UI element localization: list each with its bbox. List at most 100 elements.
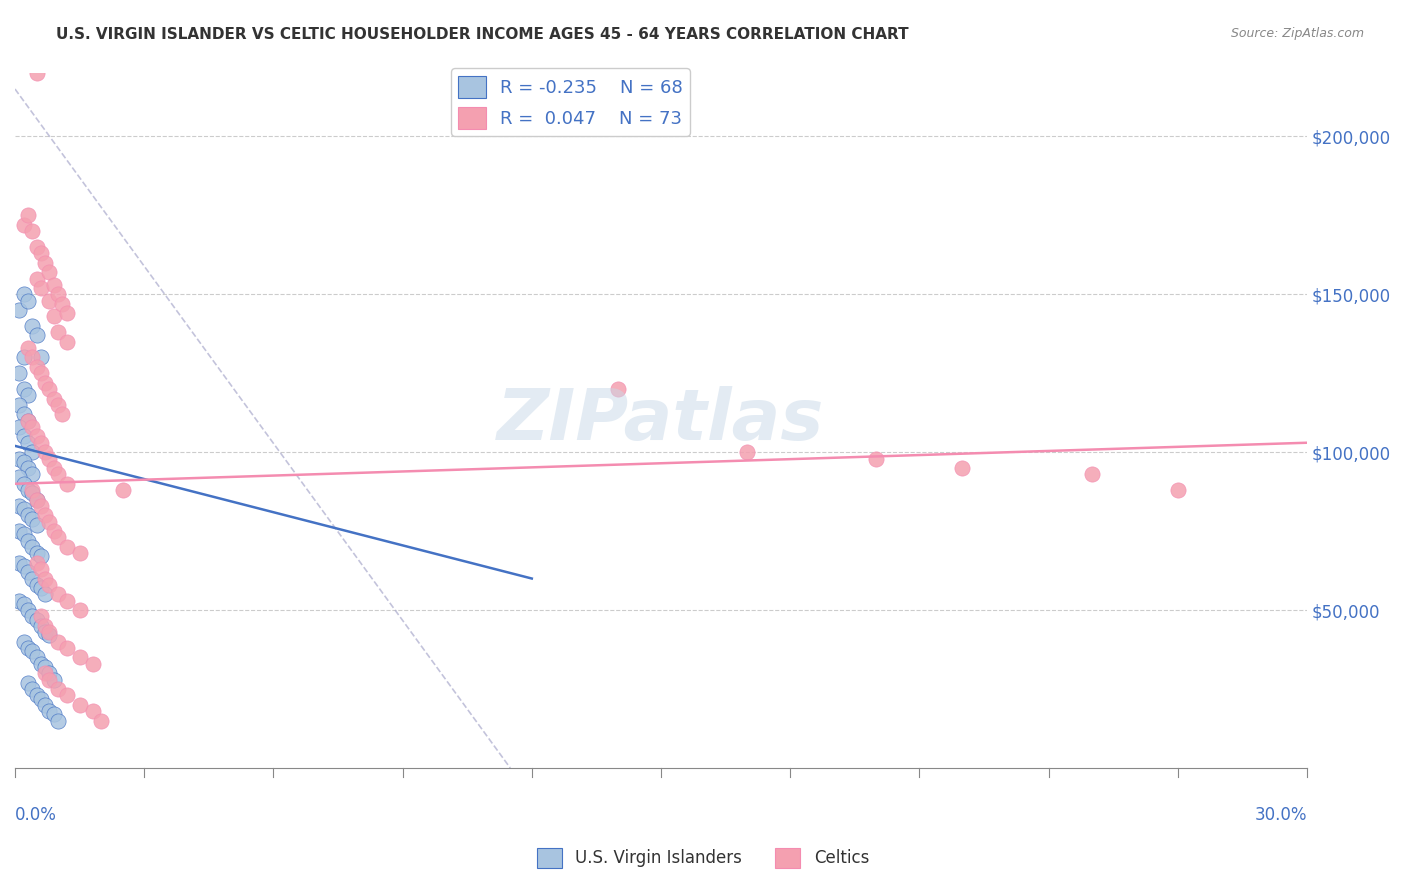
Point (13, 382, 35, 396)
Point (34, 660, 56, 674)
Point (82, 704, 104, 718)
Point (17, 603, 39, 617)
Point (17, 435, 39, 450)
Point (25, 492, 48, 507)
Point (17, 341, 39, 355)
Point (13, 476, 35, 491)
Point (82, 657, 104, 671)
Point (25, 359, 48, 374)
Point (8, 398, 31, 412)
Point (25, 556, 48, 570)
Point (46, 531, 69, 545)
Point (21, 540, 44, 554)
Point (30, 562, 52, 576)
Point (8, 451, 31, 466)
Point (51, 297, 73, 311)
Point (13, 558, 35, 573)
Point (17, 675, 39, 690)
Point (34, 508, 56, 523)
Point (46, 325, 69, 339)
Point (111, 483, 134, 497)
Point (30, 351, 52, 365)
Point (1167, 483, 1189, 497)
Point (34, 698, 56, 712)
Point (25, 429, 48, 443)
Point (46, 714, 69, 728)
Point (13, 455, 35, 469)
Point (21, 681, 44, 696)
Point (34, 256, 56, 270)
Point (42, 707, 65, 722)
Point (21, 511, 44, 525)
Point (17, 640, 39, 655)
Point (17, 508, 39, 523)
Point (55, 689, 77, 703)
Point (42, 461, 65, 475)
Point (17, 388, 39, 402)
Point (13, 527, 35, 541)
Point (8, 593, 31, 607)
Point (25, 517, 48, 532)
Legend: U.S. Virgin Islanders, Celtics: U.S. Virgin Islanders, Celtics (530, 841, 876, 875)
Point (30, 549, 52, 564)
Point (13, 597, 35, 611)
Point (30, 281, 52, 295)
Point (46, 681, 69, 696)
Point (30, 691, 52, 706)
Point (21, 445, 44, 459)
Point (25, 66, 48, 80)
Point (21, 420, 44, 434)
Point (25, 328, 48, 343)
Point (25, 492, 48, 507)
Point (34, 625, 56, 640)
Point (30, 366, 52, 380)
Point (25, 578, 48, 592)
Point (952, 461, 974, 475)
Point (38, 673, 60, 687)
Point (21, 318, 44, 333)
Point (55, 640, 77, 655)
Point (51, 407, 73, 421)
Point (21, 224, 44, 238)
Point (17, 533, 39, 548)
Point (13, 287, 35, 301)
Point (8, 470, 31, 484)
Point (30, 657, 52, 671)
Point (38, 265, 60, 279)
Point (42, 277, 65, 292)
Point (25, 271, 48, 285)
Point (34, 376, 56, 390)
Point (38, 628, 60, 642)
Point (13, 407, 35, 421)
Point (8, 420, 31, 434)
Point (69, 698, 91, 712)
Point (13, 218, 35, 232)
Point (38, 382, 60, 396)
Point (38, 666, 60, 681)
Point (42, 392, 65, 406)
Point (38, 293, 60, 308)
Text: 0.0%: 0.0% (15, 805, 56, 824)
Point (30, 581, 52, 595)
Text: U.S. VIRGIN ISLANDER VS CELTIC HOUSEHOLDER INCOME AGES 45 - 64 YEARS CORRELATION: U.S. VIRGIN ISLANDER VS CELTIC HOUSEHOLD… (56, 27, 908, 42)
Legend: R = -0.235    N = 68, R =  0.047    N = 73: R = -0.235 N = 68, R = 0.047 N = 73 (451, 69, 690, 136)
Text: Source: ZipAtlas.com: Source: ZipAtlas.com (1230, 27, 1364, 40)
Point (38, 704, 60, 718)
Point (55, 593, 77, 607)
Point (55, 334, 77, 349)
Point (34, 619, 56, 633)
Point (25, 613, 48, 627)
Point (30, 499, 52, 513)
Point (25, 650, 48, 665)
Point (13, 429, 35, 443)
Point (17, 483, 39, 497)
Point (55, 306, 77, 320)
Point (90, 714, 112, 728)
Point (21, 486, 44, 500)
Point (21, 572, 44, 586)
Point (865, 451, 887, 466)
Point (8, 556, 31, 570)
Point (42, 673, 65, 687)
Point (21, 609, 44, 624)
Point (69, 546, 91, 560)
